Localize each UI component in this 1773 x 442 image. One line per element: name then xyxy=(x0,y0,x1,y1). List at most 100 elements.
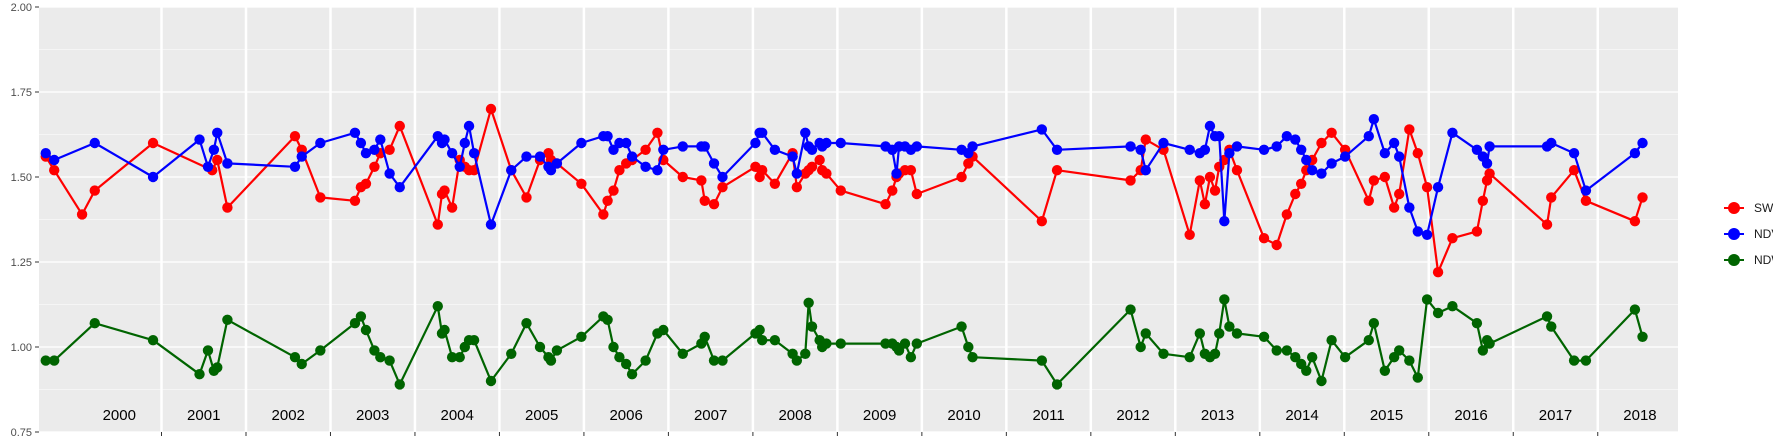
y-tick-label: 1.50 xyxy=(11,172,32,184)
data-point-swir xyxy=(608,185,619,196)
data-point-ndvi xyxy=(1301,154,1312,166)
data-point-swir xyxy=(89,185,100,196)
data-point-ndvi xyxy=(1290,134,1301,145)
data-point-swir xyxy=(1316,137,1327,149)
data-point-swir xyxy=(677,171,688,183)
y-tick-label: 1.00 xyxy=(11,342,32,354)
data-point-ndwi xyxy=(545,355,557,366)
year-label: 2009 xyxy=(863,407,896,424)
data-point-ndwi xyxy=(551,345,563,356)
legend-item-swir: SWIR xyxy=(1722,195,1773,221)
y-tick-label: 1.25 xyxy=(11,257,32,269)
legend-key-ndwi xyxy=(1722,250,1746,270)
data-point-ndvi xyxy=(1184,144,1195,155)
year-label: 2016 xyxy=(1454,407,1487,424)
data-point-ndwi xyxy=(1214,328,1225,339)
data-point-swir xyxy=(1568,165,1580,176)
data-point-ndwi xyxy=(1363,335,1374,346)
data-point-ndvi xyxy=(806,144,818,155)
data-point-ndwi xyxy=(1326,335,1337,346)
data-point-swir xyxy=(1447,233,1458,244)
data-point-swir xyxy=(1194,175,1206,186)
year-label: 2017 xyxy=(1539,407,1572,424)
data-point-ndwi xyxy=(375,352,386,363)
data-point-ndwi xyxy=(602,314,613,325)
legend-label-ndvi: NDVI xyxy=(1754,227,1773,241)
data-point-swir xyxy=(640,144,651,155)
data-point-swir xyxy=(835,185,846,196)
data-point-ndwi xyxy=(384,355,395,366)
data-point-ndvi xyxy=(640,161,651,172)
data-point-ndvi xyxy=(821,137,832,149)
data-point-ndwi xyxy=(315,345,326,356)
data-point-ndvi xyxy=(394,182,405,193)
data-point-ndwi xyxy=(89,318,100,329)
data-point-ndwi xyxy=(534,341,546,353)
data-point-ndwi xyxy=(1184,352,1195,363)
data-point-ndvi xyxy=(1051,144,1063,155)
year-label: 2010 xyxy=(947,407,980,424)
data-point-ndvi xyxy=(534,151,546,162)
data-point-swir xyxy=(1209,185,1221,196)
data-point-ndwi xyxy=(608,341,619,353)
data-point-swir xyxy=(708,199,720,210)
data-point-ndvi xyxy=(208,144,220,155)
data-point-ndvi xyxy=(355,137,367,149)
data-point-ndwi xyxy=(576,331,587,342)
data-point-ndvi xyxy=(1219,216,1230,227)
data-point-swir xyxy=(791,182,803,193)
grid-minor xyxy=(39,49,1678,390)
data-point-ndvi xyxy=(1199,144,1211,155)
data-point-ndwi xyxy=(194,369,205,380)
data-point-ndvi xyxy=(349,127,361,138)
data-point-ndvi xyxy=(787,151,798,162)
data-point-ndvi xyxy=(89,137,100,149)
year-label: 2002 xyxy=(272,407,305,424)
data-point-ndwi xyxy=(911,338,922,349)
data-point-ndvi xyxy=(1546,137,1557,149)
data-point-ndwi xyxy=(1546,321,1557,332)
data-point-swir xyxy=(887,185,898,196)
data-point-ndvi xyxy=(1568,148,1580,159)
year-label: 2004 xyxy=(441,407,474,424)
data-point-swir xyxy=(289,131,301,142)
data-point-swir xyxy=(1368,175,1380,186)
data-point-ndwi xyxy=(1580,355,1592,366)
data-point-swir xyxy=(1051,165,1063,176)
data-point-ndwi xyxy=(1194,328,1206,339)
data-point-ndwi xyxy=(1471,318,1483,329)
year-label: 2018 xyxy=(1623,407,1656,424)
legend: SWIR NDVI NDWI xyxy=(1722,195,1773,273)
data-point-ndvi xyxy=(1432,182,1444,193)
data-point-ndwi xyxy=(202,345,214,356)
data-point-ndvi xyxy=(1447,127,1458,138)
data-point-ndvi xyxy=(212,127,223,138)
data-point-ndwi xyxy=(1394,345,1405,356)
data-point-ndvi xyxy=(1204,120,1216,132)
data-point-ndvi xyxy=(1281,131,1293,142)
data-point-ndwi xyxy=(905,352,917,363)
data-point-ndwi xyxy=(360,324,372,336)
data-point-ndwi xyxy=(369,345,380,356)
data-point-ndwi xyxy=(349,318,361,329)
data-point-ndvi xyxy=(202,161,214,172)
data-point-ndwi xyxy=(708,355,720,366)
data-point-swir xyxy=(806,161,818,172)
data-point-ndvi xyxy=(369,144,380,155)
x-axis xyxy=(161,432,1599,436)
data-point-swir xyxy=(769,178,781,189)
data-point-ndvi xyxy=(652,165,663,176)
data-point-ndvi xyxy=(967,141,978,152)
data-point-ndvi xyxy=(446,148,458,159)
data-point-ndwi xyxy=(1290,352,1301,363)
legend-key-swir xyxy=(1722,198,1746,218)
data-point-swir xyxy=(349,195,361,206)
data-point-ndvi xyxy=(1471,144,1483,155)
data-point-ndvi xyxy=(756,127,768,138)
data-point-ndwi xyxy=(800,348,811,359)
data-point-ndvi xyxy=(769,144,781,155)
data-point-swir xyxy=(360,178,372,189)
data-point-swir xyxy=(911,188,922,200)
data-point-swir xyxy=(147,137,159,149)
data-point-ndwi xyxy=(803,297,814,308)
